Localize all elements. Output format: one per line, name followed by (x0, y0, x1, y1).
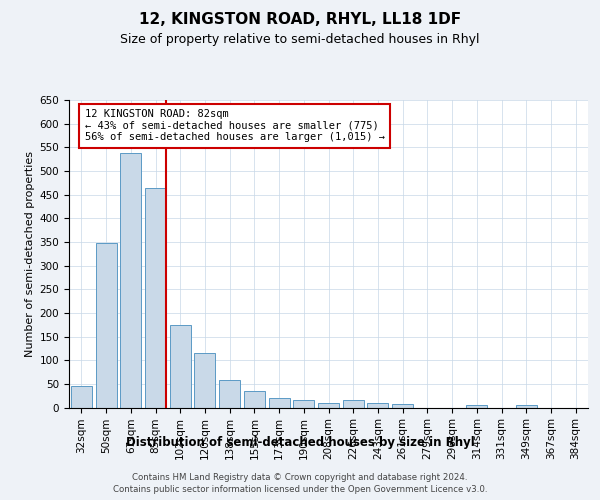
Text: Distribution of semi-detached houses by size in Rhyl: Distribution of semi-detached houses by … (125, 436, 475, 449)
Bar (194, 353, 215, 408)
Bar (466, 405, 487, 407)
Bar (269, 398, 290, 407)
Bar (516, 405, 537, 407)
Y-axis label: Number of semi-detached properties: Number of semi-detached properties (25, 151, 35, 357)
Text: Contains public sector information licensed under the Open Government Licence v3: Contains public sector information licen… (113, 485, 487, 494)
Bar (367, 403, 388, 407)
Bar (392, 404, 413, 407)
Bar (318, 403, 339, 407)
Bar (145, 188, 166, 408)
Bar (71, 386, 92, 407)
Text: 12, KINGSTON ROAD, RHYL, LL18 1DF: 12, KINGSTON ROAD, RHYL, LL18 1DF (139, 12, 461, 28)
Bar (293, 400, 314, 407)
Text: Contains HM Land Registry data © Crown copyright and database right 2024.: Contains HM Land Registry data © Crown c… (132, 472, 468, 482)
Text: Size of property relative to semi-detached houses in Rhyl: Size of property relative to semi-detach… (120, 32, 480, 46)
Bar (219, 380, 240, 407)
Text: 12 KINGSTON ROAD: 82sqm
← 43% of semi-detached houses are smaller (775)
56% of s: 12 KINGSTON ROAD: 82sqm ← 43% of semi-de… (85, 109, 385, 142)
Bar (95, 243, 116, 408)
Bar (120, 154, 141, 408)
Bar (244, 392, 265, 407)
Bar (170, 324, 191, 407)
Bar (343, 400, 364, 407)
